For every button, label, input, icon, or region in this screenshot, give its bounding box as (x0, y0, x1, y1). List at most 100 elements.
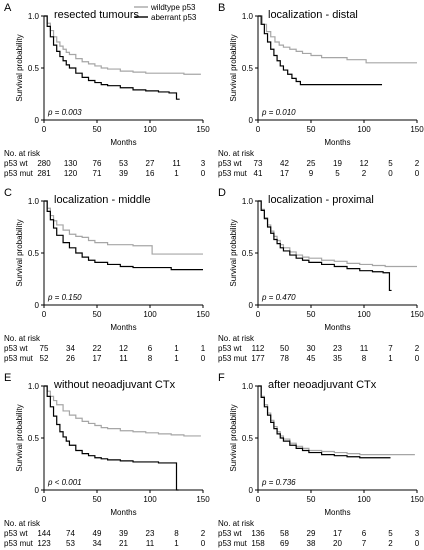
x-tick-label: 150 (410, 125, 424, 134)
risk-value: 11 (146, 539, 155, 548)
panel-letter: C (4, 187, 12, 199)
survival-curve-wildtype (258, 15, 417, 64)
risk-value: 120 (64, 169, 78, 178)
survival-curve-aberrant (44, 200, 203, 271)
risk-value: 53 (66, 539, 75, 548)
x-tick-label: 150 (196, 125, 210, 134)
risk-value: 11 (172, 159, 181, 168)
risk-table-header: No. at risk (218, 149, 255, 158)
risk-value: 69 (280, 539, 289, 548)
panel-e: E 0 0.5 1.0 0 50 100 150 Survival probability Mon… (4, 372, 210, 548)
x-tick-label: 50 (93, 125, 102, 134)
risk-value: 0 (415, 169, 420, 178)
x-tick-label: 0 (256, 495, 261, 504)
risk-value: 123 (37, 539, 51, 548)
risk-value: 12 (360, 159, 369, 168)
x-tick-label: 100 (143, 125, 157, 134)
y-axis-label: Survival probability (229, 404, 238, 471)
y-axis-label: Survival probability (229, 219, 238, 286)
panel-letter: B (218, 2, 225, 14)
survival-curve-wildtype (44, 385, 201, 437)
risk-value: 27 (146, 159, 155, 168)
survival-curve-wildtype (44, 15, 201, 75)
legend-entry: wildtype p53 (150, 3, 196, 12)
panel-title: localization - distal (268, 9, 358, 21)
risk-value: 17 (280, 169, 289, 178)
risk-value: 144 (37, 529, 51, 538)
survival-curve-wildtype (258, 200, 417, 268)
risk-value: 2 (415, 159, 420, 168)
risk-value: 12 (119, 344, 128, 353)
risk-value: 281 (37, 169, 51, 178)
risk-row-label: p53 wt (4, 159, 28, 168)
y-tick-label: 1.0 (242, 382, 254, 391)
y-axis-label: Survival probability (15, 34, 24, 101)
risk-value: 177 (251, 354, 265, 363)
y-axis-label: Survival probability (15, 219, 24, 286)
risk-row-label: p53 mut (218, 354, 248, 363)
risk-value: 2 (201, 529, 206, 538)
risk-table-header: No. at risk (4, 334, 41, 343)
risk-value: 1 (201, 344, 206, 353)
x-tick-label: 150 (410, 310, 424, 319)
x-tick-label: 100 (143, 495, 157, 504)
panel-title: without neoadjuvant CTx (53, 379, 176, 391)
risk-value: 22 (93, 344, 102, 353)
risk-table-header: No. at risk (4, 149, 41, 158)
risk-value: 39 (119, 529, 128, 538)
risk-value: 29 (307, 529, 316, 538)
x-axis-label: Months (324, 508, 350, 517)
risk-value: 7 (362, 539, 367, 548)
y-tick-label: 1.0 (28, 12, 40, 21)
risk-value: 19 (333, 159, 342, 168)
risk-value: 42 (280, 159, 289, 168)
risk-value: 1 (174, 169, 179, 178)
risk-value: 23 (146, 529, 155, 538)
risk-row-label: p53 mut (4, 354, 34, 363)
survival-curve-aberrant (258, 385, 391, 459)
risk-value: 74 (66, 529, 75, 538)
risk-value: 136 (251, 529, 265, 538)
risk-value: 35 (333, 354, 342, 363)
risk-value: 30 (307, 344, 316, 353)
risk-row-label: p53 mut (218, 169, 248, 178)
risk-value: 6 (148, 344, 153, 353)
y-tick-label: 0 (249, 486, 254, 495)
x-tick-label: 0 (42, 310, 47, 319)
panel-c: C 0 0.5 1.0 0 50 100 150 Survival probability Mon… (4, 187, 210, 363)
risk-value: 5 (388, 529, 393, 538)
x-tick-label: 100 (357, 310, 371, 319)
panel-a: A 0 0.5 1.0 0 50 100 150 Survival probability Mon… (4, 2, 210, 178)
survival-curve-aberrant (258, 15, 383, 86)
risk-value: 39 (119, 169, 128, 178)
risk-value: 25 (307, 159, 316, 168)
risk-value: 38 (307, 539, 316, 548)
x-tick-label: 0 (256, 125, 261, 134)
risk-row-label: p53 wt (4, 529, 28, 538)
risk-value: 2 (362, 169, 367, 178)
panel-letter: A (4, 2, 12, 14)
risk-value: 23 (333, 344, 342, 353)
x-axis-label: Months (110, 138, 136, 147)
x-tick-label: 50 (307, 310, 316, 319)
y-tick-label: 0.5 (242, 434, 254, 443)
legend-entry: aberrant p53 (151, 13, 197, 22)
panel-letter: D (218, 187, 226, 199)
risk-value: 17 (333, 529, 342, 538)
x-tick-label: 50 (93, 310, 102, 319)
p-value: p = 0.150 (47, 293, 82, 302)
p-value: p = 0.010 (261, 108, 296, 117)
risk-value: 7 (388, 344, 393, 353)
x-tick-label: 100 (357, 495, 371, 504)
risk-row-label: p53 wt (218, 529, 242, 538)
x-tick-label: 150 (196, 495, 210, 504)
y-tick-label: 0.5 (28, 434, 40, 443)
p-value: p = 0.470 (261, 293, 296, 302)
risk-row-label: p53 wt (218, 159, 242, 168)
x-tick-label: 0 (42, 495, 47, 504)
x-axis-label: Months (324, 138, 350, 147)
